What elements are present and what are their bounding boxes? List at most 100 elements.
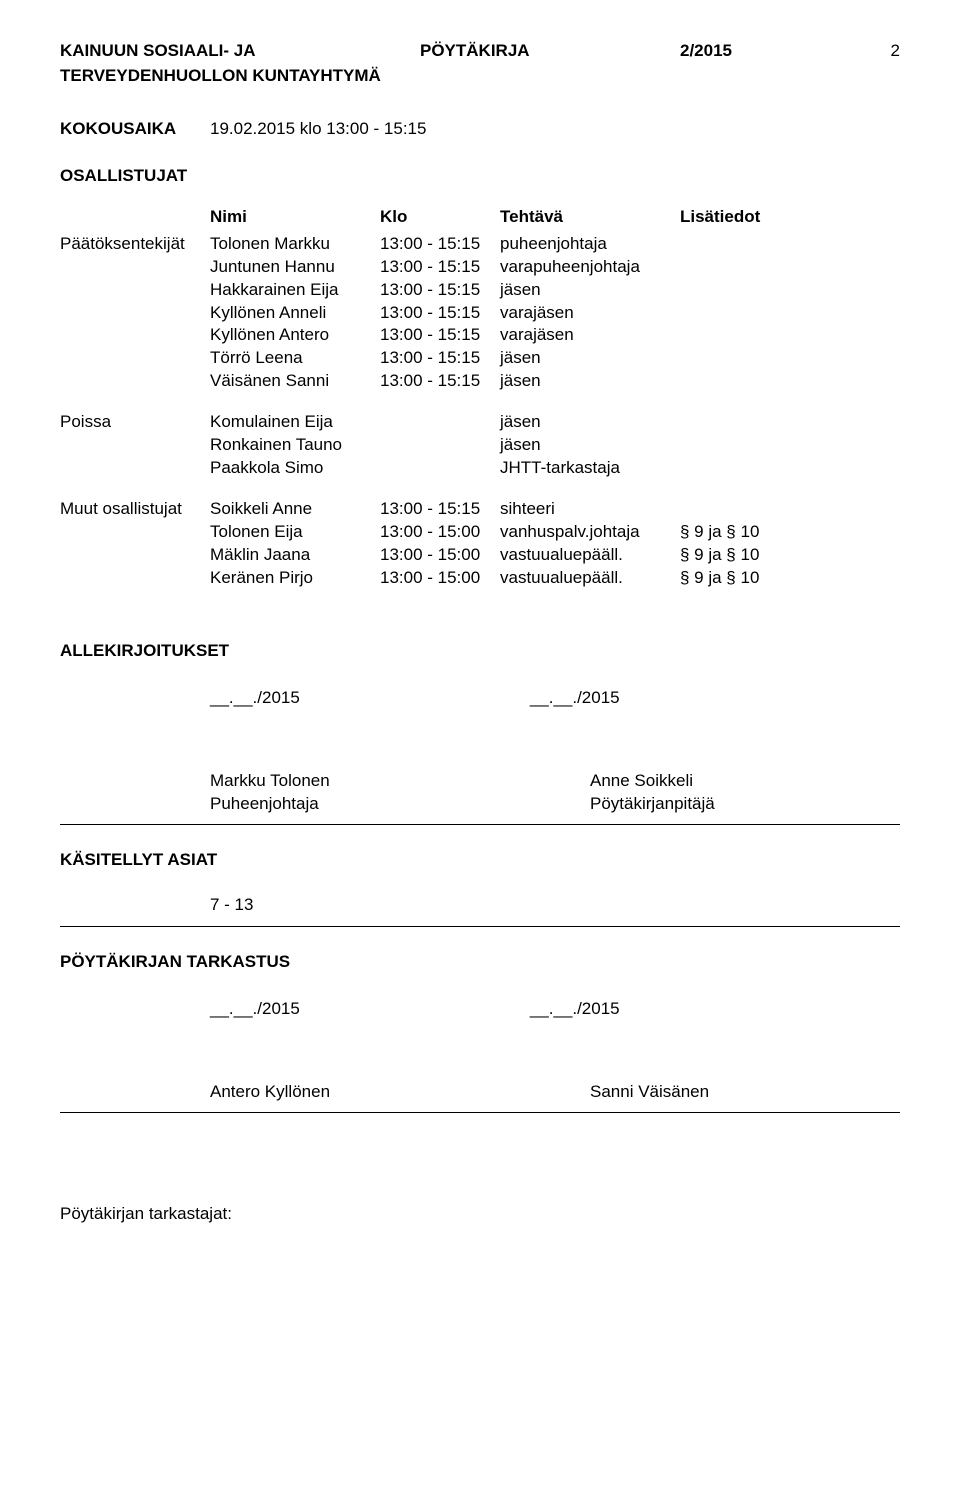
kokousaika-label: KOKOUSAIKA [60,118,210,141]
col-lisatiedot: Lisätiedot [680,206,900,229]
participant-extra [680,279,900,302]
participant-name: Paakkola Simo [210,457,380,480]
table-row: Tolonen Eija13:00 - 15:00vanhuspalv.joht… [60,521,900,544]
allekirjoitukset-dates: __.__./2015 __.__./2015 [210,687,900,710]
participant-extra [680,233,900,256]
participant-role: jäsen [500,347,680,370]
table-row: Mäklin Jaana13:00 - 15:00vastuualuepääll… [60,544,900,567]
participant-name: Törrö Leena [210,347,380,370]
tarkastus-label: PÖYTÄKIRJAN TARKASTUS [60,951,900,974]
table-row: Paakkola Simo JHTT-tarkastaja [60,457,900,480]
doc-type: PÖYTÄKIRJA [420,40,680,63]
poissa-block: PoissaKomulainen EijajäsenRonkainen Taun… [60,411,900,480]
participant-role: JHTT-tarkastaja [500,457,680,480]
participant-name: Mäklin Jaana [210,544,380,567]
participant-role: puheenjohtaja [500,233,680,256]
participant-name: Soikkeli Anne [210,498,380,521]
org-line2: TERVEYDENHUOLLON KUNTAYHTYMÄ [60,65,900,88]
paatoksentekijat-block: PäätöksentekijätTolonen Markku13:00 - 15… [60,233,900,394]
participant-name: Hakkarainen Eija [210,279,380,302]
participant-name: Kyllönen Antero [210,324,380,347]
participant-extra [680,411,900,434]
participant-role: jäsen [500,279,680,302]
participant-time: 13:00 - 15:15 [380,279,500,302]
participant-time: 13:00 - 15:00 [380,544,500,567]
participant-time: 13:00 - 15:15 [380,498,500,521]
participant-name: Kyllönen Anneli [210,302,380,325]
sig-date1: __.__./2015 [210,687,300,710]
separator [60,824,900,825]
participant-name: Juntunen Hannu [210,256,380,279]
participant-extra: § 9 ja § 10 [680,544,900,567]
tarkastus-name2: Sanni Väisänen [590,1081,790,1104]
separator [60,926,900,927]
participant-time: 13:00 - 15:15 [380,302,500,325]
doc-number: 2/2015 [680,40,800,63]
participant-extra [680,498,900,521]
participant-name: Komulainen Eija [210,411,380,434]
osallistujat-label: OSALLISTUJAT [60,165,900,188]
kokousaika-value: 19.02.2015 klo 13:00 - 15:15 [210,118,900,141]
separator [60,1112,900,1113]
sig-name2: Anne Soikkeli [590,770,790,793]
participant-role: varajäsen [500,302,680,325]
tarkastus-date1: __.__./2015 [210,998,300,1021]
group-label: Poissa [60,411,210,434]
participant-time: 13:00 - 15:15 [380,256,500,279]
kasitellyt-range: 7 - 13 [210,894,900,917]
tarkastus-names: Antero Kyllönen Sanni Väisänen [210,1081,900,1104]
col-tehtava: Tehtävä [500,206,680,229]
participant-role: jäsen [500,411,680,434]
participant-extra [680,457,900,480]
group-label: Päätöksentekijät [60,233,210,256]
table-row: Ronkainen Tauno jäsen [60,434,900,457]
participant-extra: § 9 ja § 10 [680,567,900,590]
participant-extra [680,347,900,370]
participant-time: 13:00 - 15:00 [380,567,500,590]
table-row: Keränen Pirjo13:00 - 15:00vastuualuepääl… [60,567,900,590]
participant-extra [680,370,900,393]
participant-name: Tolonen Eija [210,521,380,544]
muut-block: Muut osallistujatSoikkeli Anne13:00 - 15… [60,498,900,590]
participant-time [380,411,500,434]
participant-time: 13:00 - 15:15 [380,370,500,393]
table-row: Törrö Leena13:00 - 15:15jäsen [60,347,900,370]
kasitellyt-label: KÄSITELLYT ASIAT [60,849,900,872]
table-row: PäätöksentekijätTolonen Markku13:00 - 15… [60,233,900,256]
col-nimi: Nimi [210,206,380,229]
sig-role2: Pöytäkirjanpitäjä [590,793,790,816]
participant-time: 13:00 - 15:15 [380,347,500,370]
sig-name1: Markku Tolonen [210,770,410,793]
participant-role: varajäsen [500,324,680,347]
participant-role: jäsen [500,434,680,457]
participant-extra [680,302,900,325]
group-label: Muut osallistujat [60,498,210,521]
sig-role1: Puheenjohtaja [210,793,410,816]
participant-time [380,434,500,457]
table-row: Kyllönen Antero13:00 - 15:15varajäsen [60,324,900,347]
table-row: Juntunen Hannu13:00 - 15:15varapuheenjoh… [60,256,900,279]
page-number: 2 [800,40,900,63]
col-klo: Klo [380,206,500,229]
participant-name: Väisänen Sanni [210,370,380,393]
allekirjoitukset-label: ALLEKIRJOITUKSET [60,640,900,663]
participant-role: vastuualuepääll. [500,544,680,567]
participant-role: jäsen [500,370,680,393]
participant-name: Ronkainen Tauno [210,434,380,457]
allekirjoitukset-names: Markku Tolonen Puheenjohtaja Anne Soikke… [210,770,900,816]
participant-time [380,457,500,480]
table-row: Hakkarainen Eija13:00 - 15:15jäsen [60,279,900,302]
participants-header-row: Nimi Klo Tehtävä Lisätiedot [60,206,900,229]
org-line1: KAINUUN SOSIAALI- JA [60,40,420,63]
kokousaika-row: KOKOUSAIKA 19.02.2015 klo 13:00 - 15:15 [60,118,900,141]
footer-label: Pöytäkirjan tarkastajat: [60,1203,900,1226]
tarkastus-name1: Antero Kyllönen [210,1081,410,1104]
participant-extra: § 9 ja § 10 [680,521,900,544]
tarkastus-dates: __.__./2015 __.__./2015 [210,998,900,1021]
table-row: Väisänen Sanni13:00 - 15:15jäsen [60,370,900,393]
table-row: Kyllönen Anneli13:00 - 15:15varajäsen [60,302,900,325]
participant-role: varapuheenjohtaja [500,256,680,279]
participant-role: sihteeri [500,498,680,521]
sig-date2: __.__./2015 [530,687,620,710]
table-row: PoissaKomulainen Eija jäsen [60,411,900,434]
